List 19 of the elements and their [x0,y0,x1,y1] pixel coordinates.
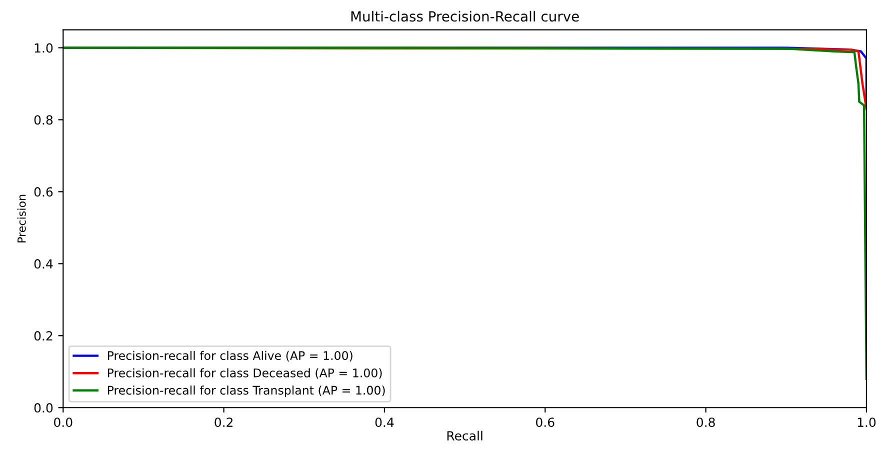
legend-label: Precision-recall for class Deceased (AP = 1.00) [108,368,382,379]
x-tick-label: 1.0 [858,418,876,428]
chart-title: Multi-class Precision-Recall curve [351,10,579,22]
x-axis-title: Recall [447,430,482,441]
y-tick-label: 1.0 [34,43,53,53]
y-axis-title: Precision [17,194,26,242]
x-tick-label: 0.6 [536,418,554,428]
y-tick-label: 0.4 [34,259,53,269]
y-tick-label: 0.0 [34,403,53,413]
x-tick-label: 0.8 [696,418,715,428]
legend-label: Precision-recall for class Alive (AP = 1.00) [108,350,352,362]
y-tick-label: 0.2 [34,331,52,341]
x-tick-label: 0.4 [375,418,394,428]
x-tick-label: 0.2 [214,418,232,428]
y-tick-label: 0.6 [34,187,53,197]
x-tick-label: 0.0 [54,418,72,428]
line-series [63,46,866,380]
y-tick-label: 0.8 [34,115,53,125]
legend-label: Precision-recall for class Transplant (AP = 1.00) [108,386,385,397]
